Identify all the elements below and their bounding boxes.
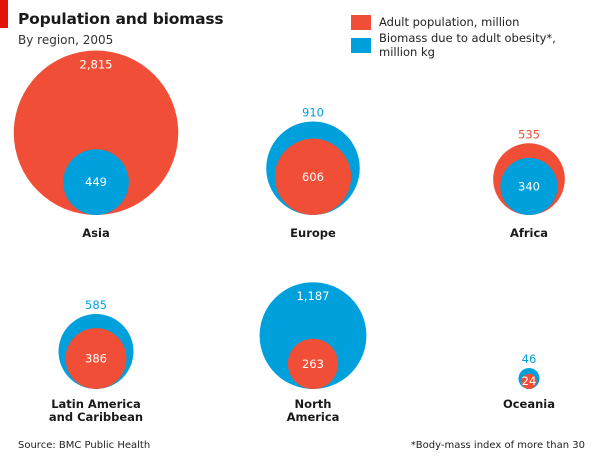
value-label-biomass-asia: 449: [85, 175, 107, 189]
bubble-population-europe: [274, 138, 352, 216]
legend: Adult population, million Biomass due to…: [351, 12, 595, 59]
legend-item-population: Adult population, million: [351, 12, 595, 32]
source-note: Source: BMC Public Health: [18, 440, 151, 451]
category-label-africa: Africa: [510, 226, 548, 240]
value-label-biomass-north-america: 1,187: [297, 289, 330, 303]
brand-red-tag: [0, 0, 8, 28]
value-label-population-africa: 535: [518, 127, 540, 141]
value-label-population-north-america: 263: [302, 357, 324, 371]
value-label-biomass-latin-america-and-caribbean: 585: [85, 298, 107, 312]
value-label-biomass-africa: 340: [518, 179, 540, 193]
bubble-population-oceania: [521, 373, 537, 389]
bubble-biomass-north-america: [259, 282, 367, 389]
category-label-asia: Asia: [82, 226, 109, 240]
category-label-north-america: North America: [287, 397, 340, 424]
category-label-europe: Europe: [290, 226, 336, 240]
legend-label-biomass: Biomass due to adult obesity*, million k…: [379, 31, 556, 59]
value-label-population-oceania: 24: [522, 374, 537, 388]
category-label-latin-america-and-caribbean: Latin America and Caribbean: [49, 397, 143, 424]
value-label-biomass-europe: 910: [302, 105, 324, 119]
bubble-population-latin-america-and-caribbean: [65, 328, 127, 389]
chart-title: Population and biomass: [18, 10, 224, 28]
value-label-population-asia: 2,815: [80, 58, 113, 72]
bubble-biomass-asia: [63, 149, 129, 215]
bubble-biomass-africa: [500, 157, 558, 216]
bubble-population-north-america: [287, 338, 339, 389]
value-label-population-latin-america-and-caribbean: 386: [85, 352, 107, 366]
value-label-population-europe: 606: [302, 170, 324, 184]
value-label-biomass-oceania: 46: [522, 352, 537, 366]
legend-item-biomass: Biomass due to adult obesity*, million k…: [351, 31, 595, 59]
chart-subtitle: By region, 2005: [18, 33, 114, 47]
legend-swatch-population: [351, 14, 371, 30]
footnote: *Body-mass index of more than 30: [410, 440, 585, 451]
legend-swatch-biomass: [351, 37, 371, 53]
bubble-population-asia: [13, 50, 179, 215]
legend-label-population: Adult population, million: [379, 15, 520, 29]
category-label-oceania: Oceania: [503, 397, 555, 411]
